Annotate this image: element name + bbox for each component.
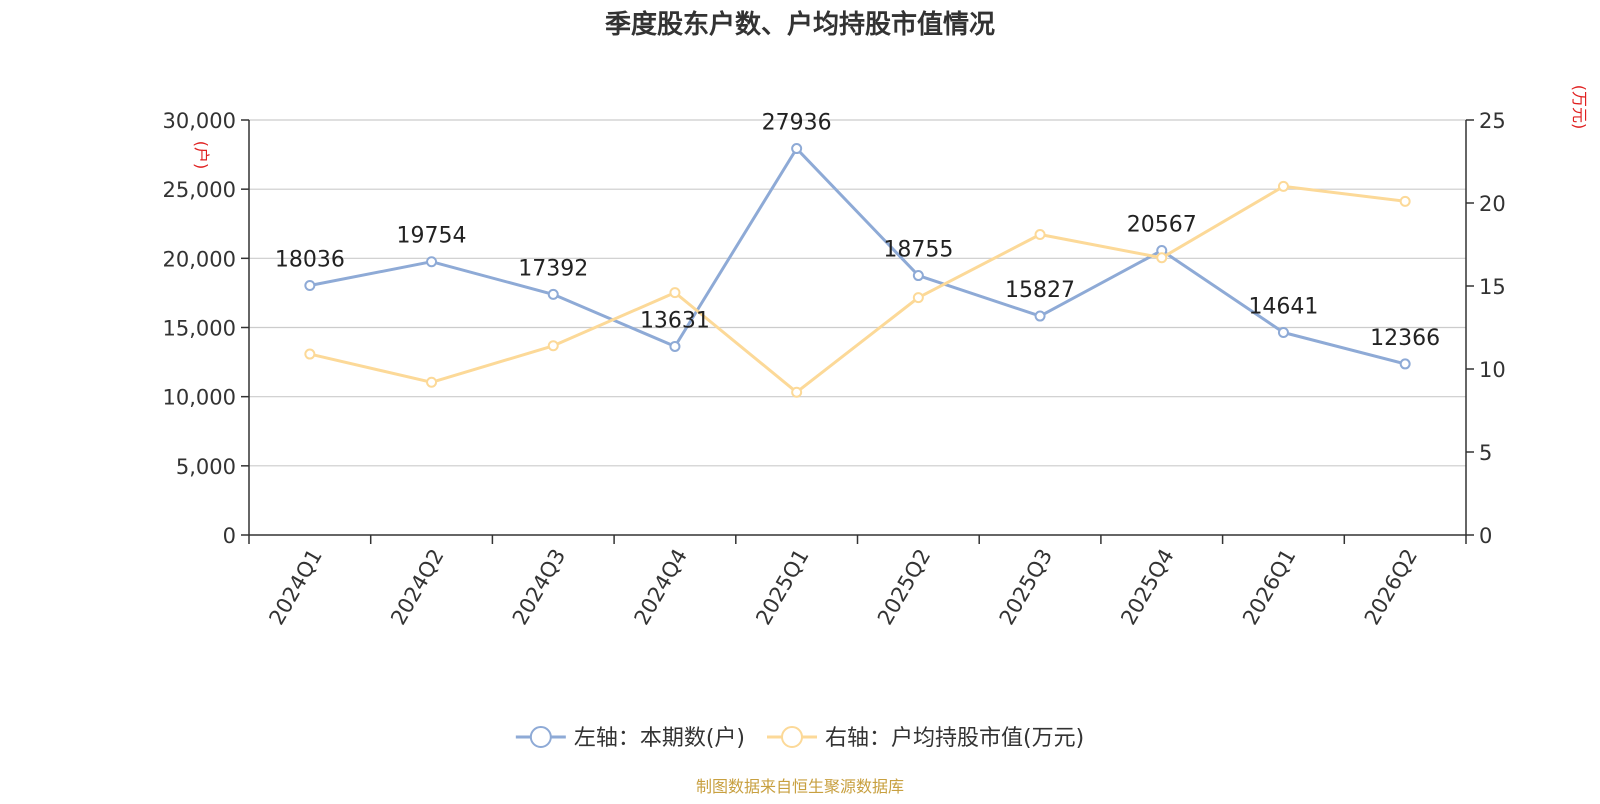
grid-lines [249,119,1466,467]
series [304,143,1411,398]
left-axis-tick-label: 15,000 [163,317,236,341]
data-label: 19754 [397,224,467,249]
data-point [1156,252,1168,264]
right-axis-tick-label: 10 [1479,358,1506,382]
data-point [1034,310,1046,322]
left-axis-tick-label: 30,000 [163,109,236,133]
left-axis-unit: (户) [192,141,211,170]
data-point [912,292,924,304]
data-label: 14641 [1248,294,1318,319]
x-axis-category-label: 2025Q3 [995,545,1057,629]
x-axis-category-label: 2024Q1 [264,545,326,629]
data-point [791,143,803,155]
right-axis-tick-label: 20 [1479,192,1506,216]
legend-circle-icon [781,726,803,748]
data-point [1034,229,1046,241]
x-axis-category-label: 2025Q4 [1116,545,1178,629]
right-axis-tick-label: 0 [1479,524,1492,548]
legend-circle-icon [529,726,552,748]
legend-label: 左轴：本期数(户) [574,726,745,751]
data-point [669,287,681,299]
data-point [304,348,316,360]
data-label: 15827 [1005,278,1075,303]
legend-label: 右轴：户均持股市值(万元) [825,726,1084,751]
x-axis-category-label: 2025Q1 [751,545,813,629]
data-point [547,340,559,352]
data-label: 12366 [1370,326,1440,351]
right-axis-tick-label: 25 [1479,109,1506,133]
x-axis-category-label: 2024Q2 [386,545,448,629]
data-label: 13631 [640,308,710,333]
legend-item[interactable]: 右轴：户均持股市值(万元) [767,726,1084,751]
data-label: 20567 [1127,212,1197,237]
data-point [1399,358,1411,370]
data-point [426,376,438,388]
data-label: 18036 [275,248,345,273]
data-point [669,340,681,352]
data-label: 27936 [762,111,832,136]
data-labels: 18036 19754 17392 13631 27936 18755 15827 20567… [275,111,1440,351]
x-axis-category-label: 2024Q4 [630,545,692,629]
right-axis-tick-label: 5 [1479,441,1492,465]
chart-title: 季度股东户数、户均持股市值情况 [605,9,995,40]
x-axis-category-label: 2026Q1 [1238,545,1300,629]
right-axis-tick-label: 15 [1479,275,1506,299]
legend[interactable]: 左轴：本期数(户) 右轴：户均持股市值(万元) [515,726,1084,751]
data-point [1399,195,1411,207]
left-axis-tick-label: 25,000 [163,178,236,202]
series-line [309,184,1406,394]
source-note: 制图数据来自恒生聚源数据库 [696,777,904,796]
left-axis-tick-label: 10,000 [163,386,236,410]
data-point [426,256,438,268]
data-label: 17392 [518,256,588,281]
data-point [1277,326,1289,338]
data-point [547,288,559,300]
x-axis-category-label: 2025Q2 [873,545,935,629]
data-point [791,386,803,398]
series-line [309,147,1406,366]
data-point [1277,180,1289,192]
left-axis-tick-label: 0 [223,524,236,548]
x-axis-category-label: 2024Q3 [508,545,570,629]
legend-item[interactable]: 左轴：本期数(户) [515,726,745,751]
left-axis-tick-label: 20,000 [163,247,236,271]
data-point [912,270,924,282]
left-axis-tick-label: 5,000 [176,455,236,479]
data-point [304,280,316,292]
right-axis-unit: (万元) [1570,85,1589,130]
x-axis-category-label: 2026Q2 [1360,545,1422,629]
data-label: 18755 [883,238,953,263]
